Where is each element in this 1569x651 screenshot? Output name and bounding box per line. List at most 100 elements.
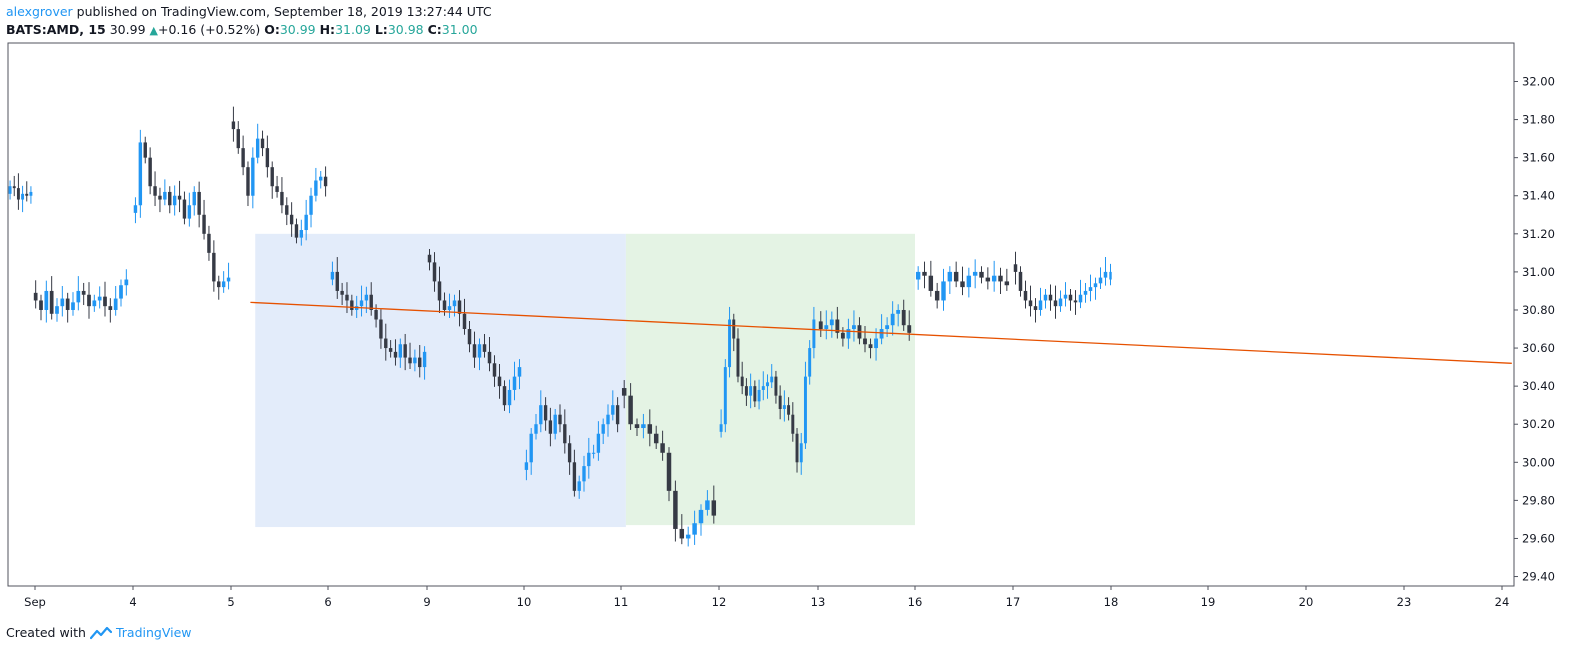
low-value: 30.98 bbox=[387, 22, 424, 37]
candle-body bbox=[749, 386, 753, 396]
close-label: C: bbox=[427, 22, 442, 37]
candle-body bbox=[172, 195, 177, 206]
candle-body bbox=[398, 344, 403, 358]
candle-body bbox=[388, 348, 393, 352]
candle-body bbox=[207, 233, 211, 253]
candle-body bbox=[497, 376, 502, 387]
trendline-layer bbox=[250, 301, 1512, 364]
range-zone-a[interactable] bbox=[255, 233, 626, 528]
candle-body bbox=[947, 271, 953, 282]
y-tick-label: 31.20 bbox=[1522, 227, 1555, 241]
candle-body bbox=[719, 424, 723, 432]
candle-body bbox=[119, 285, 123, 299]
price-axis[interactable]: 32.00 31.80 31.60 31.40 31.20 31.00 30.80 30.60… bbox=[1514, 75, 1555, 584]
candle-body bbox=[39, 300, 43, 310]
candle-body bbox=[340, 290, 344, 295]
candle-body bbox=[314, 180, 318, 196]
candle-body bbox=[163, 191, 167, 200]
candle-body bbox=[25, 193, 29, 196]
candle-body bbox=[241, 148, 245, 168]
x-tick-label: 19 bbox=[1201, 595, 1216, 609]
candle-body bbox=[217, 281, 221, 288]
candle-body bbox=[998, 275, 1003, 282]
candle-body bbox=[418, 357, 422, 368]
x-tick-label: 16 bbox=[908, 595, 923, 609]
candle-body bbox=[8, 186, 12, 194]
candle-body bbox=[558, 414, 562, 425]
x-tick-label: 24 bbox=[1495, 595, 1510, 609]
y-tick-label: 31.80 bbox=[1522, 113, 1555, 127]
candle-body bbox=[462, 313, 467, 330]
candle-body bbox=[487, 351, 492, 364]
candle-body bbox=[991, 275, 997, 282]
candle-body bbox=[49, 290, 54, 314]
candle-body bbox=[863, 338, 867, 345]
candle-body bbox=[432, 262, 437, 282]
candle-body bbox=[553, 414, 557, 434]
candle-body bbox=[113, 298, 118, 310]
candle-body bbox=[868, 344, 873, 349]
high-label: H: bbox=[319, 22, 336, 37]
candle-body bbox=[782, 405, 786, 409]
candle-body bbox=[280, 191, 284, 206]
candle-body bbox=[534, 424, 538, 434]
candle-body bbox=[289, 214, 294, 225]
symbol-label[interactable]: BATS:AMD, 15 bbox=[6, 22, 106, 37]
open-label: O: bbox=[264, 22, 280, 37]
x-tick-label: 9 bbox=[423, 595, 430, 609]
candle-body bbox=[757, 389, 761, 402]
x-tick-label: 13 bbox=[811, 595, 826, 609]
candle-body bbox=[840, 332, 845, 339]
candle-body bbox=[192, 191, 196, 206]
candle-body bbox=[934, 290, 940, 301]
time-axis[interactable]: Sep 4 5 6 9 10 11 12 13 16 17 18 19 20 23 24 bbox=[24, 586, 1509, 609]
x-tick-label: 12 bbox=[712, 595, 727, 609]
candle-body bbox=[1023, 290, 1028, 301]
candle-body bbox=[447, 306, 452, 310]
candle-body bbox=[492, 363, 497, 377]
x-tick-label: 11 bbox=[614, 595, 629, 609]
candle-body bbox=[1018, 271, 1023, 291]
y-tick-label: 29.40 bbox=[1522, 570, 1555, 584]
candle-body bbox=[304, 214, 308, 231]
y-tick-label: 31.60 bbox=[1522, 151, 1555, 165]
candle-body bbox=[660, 443, 665, 453]
candle-body bbox=[246, 167, 250, 196]
y-tick-label: 29.60 bbox=[1522, 531, 1555, 545]
x-tick-label: 4 bbox=[129, 595, 136, 609]
x-tick-label: 6 bbox=[324, 595, 331, 609]
candle-body bbox=[472, 344, 477, 358]
candle-body bbox=[1058, 298, 1063, 307]
author-link[interactable]: alexgrover bbox=[6, 4, 73, 19]
candle-body bbox=[319, 176, 323, 181]
candle-body bbox=[422, 351, 427, 368]
candle-body bbox=[885, 325, 890, 330]
candle-body bbox=[606, 414, 610, 425]
candle-body bbox=[711, 500, 717, 516]
y-tick-label: 29.80 bbox=[1522, 493, 1555, 507]
candle-body bbox=[103, 296, 107, 307]
tradingview-brand-link[interactable]: TradingView bbox=[115, 625, 192, 640]
up-arrow-icon: ▲ bbox=[149, 24, 158, 37]
candle-body bbox=[572, 462, 577, 491]
published-text: published on TradingView.com, September … bbox=[76, 4, 492, 19]
candle-body bbox=[393, 351, 398, 358]
candle-body bbox=[1109, 271, 1112, 280]
y-tick-label: 30.00 bbox=[1522, 455, 1555, 469]
candle-body bbox=[294, 224, 299, 238]
candle-body bbox=[666, 452, 672, 491]
candle-body bbox=[33, 292, 38, 301]
candle-body bbox=[87, 294, 91, 307]
candle-body bbox=[452, 300, 457, 307]
candle-body bbox=[168, 191, 172, 206]
candle-body bbox=[138, 142, 143, 206]
trendline[interactable] bbox=[250, 301, 1512, 364]
open-value: 30.99 bbox=[279, 22, 316, 37]
candle-body bbox=[148, 157, 152, 187]
candle-body bbox=[345, 294, 349, 301]
candle-body bbox=[685, 534, 691, 539]
candle-body bbox=[442, 300, 447, 310]
candle-body bbox=[44, 290, 49, 310]
candle-body bbox=[890, 313, 895, 326]
